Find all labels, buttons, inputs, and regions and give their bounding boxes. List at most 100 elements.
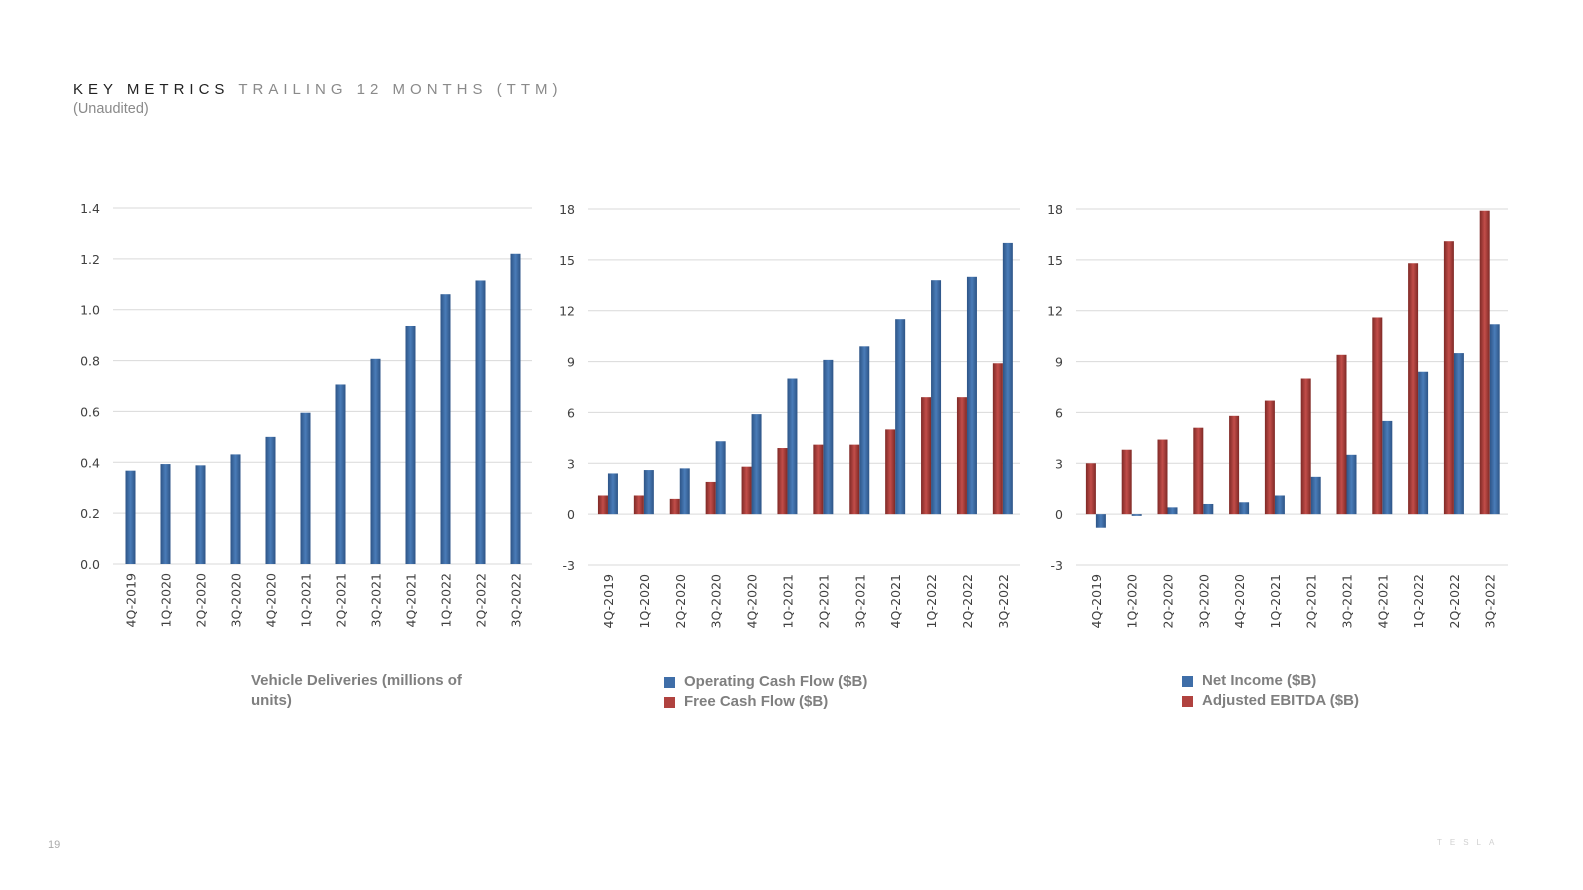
y-tick-label: 0.8 bbox=[80, 354, 100, 369]
bar-net-income-b-2q-2021 bbox=[1310, 476, 1321, 515]
bar-free-cash-flow-b-3q-2020 bbox=[705, 481, 716, 515]
bar-net-income-b-4q-2020 bbox=[1239, 502, 1250, 515]
bar-vehicle-deliveries-millions-of-units-3q-2020 bbox=[230, 454, 241, 564]
y-tick-label: 0.0 bbox=[80, 557, 100, 572]
bar-operating-cash-flow-b-1q-2020 bbox=[643, 470, 654, 515]
x-tick-label: 4Q-2021 bbox=[888, 574, 903, 628]
bar-net-income-b-1q-2022 bbox=[1418, 371, 1429, 515]
bar-net-income-b-3q-2021 bbox=[1346, 454, 1357, 515]
y-tick-label: 0.2 bbox=[80, 506, 100, 521]
x-tick-label: 4Q-2021 bbox=[404, 573, 419, 627]
legend-cash-flow: Operating Cash Flow ($B) Free Cash Flow … bbox=[664, 672, 867, 712]
y-tick-label: 15 bbox=[1047, 253, 1063, 268]
x-tick-label: 2Q-2021 bbox=[1304, 574, 1319, 628]
bar-operating-cash-flow-b-4q-2021 bbox=[895, 319, 906, 515]
x-tick-label: 1Q-2020 bbox=[159, 573, 174, 628]
bar-free-cash-flow-b-3q-2022 bbox=[992, 363, 1003, 515]
bar-free-cash-flow-b-4q-2020 bbox=[741, 466, 752, 515]
y-tick-label: 1.2 bbox=[80, 252, 100, 267]
y-tick-label: 3 bbox=[567, 456, 575, 471]
legend-item-operating-cash-flow: Operating Cash Flow ($B) bbox=[664, 672, 867, 692]
bar-operating-cash-flow-b-2q-2022 bbox=[966, 276, 977, 515]
bar-adjusted-ebitda-b-2q-2021 bbox=[1300, 378, 1311, 515]
bar-net-income-b-1q-2021 bbox=[1274, 495, 1285, 515]
legend-label-free-cash-flow: Free Cash Flow ($B) bbox=[684, 693, 829, 710]
x-tick-label: 2Q-2021 bbox=[334, 573, 349, 627]
y-tick-label: 1.4 bbox=[80, 201, 100, 216]
legend-swatch-red bbox=[1182, 695, 1193, 707]
bar-net-income-b-1q-2020 bbox=[1131, 514, 1142, 516]
bar-adjusted-ebitda-b-4q-2019 bbox=[1085, 463, 1096, 515]
x-tick-label: 1Q-2020 bbox=[1125, 574, 1140, 629]
title-sub: TRAILING 12 MONTHS (TTM) bbox=[238, 81, 563, 98]
x-tick-label: 3Q-2022 bbox=[509, 573, 524, 627]
bar-operating-cash-flow-b-3q-2022 bbox=[1002, 242, 1013, 515]
bar-operating-cash-flow-b-4q-2019 bbox=[607, 473, 618, 515]
bar-free-cash-flow-b-4q-2021 bbox=[885, 429, 896, 515]
legend-vehicle-deliveries: Vehicle Deliveries (millions of units) bbox=[251, 671, 471, 711]
x-tick-label: 3Q-2020 bbox=[1196, 574, 1211, 629]
bar-adjusted-ebitda-b-3q-2022 bbox=[1479, 210, 1490, 515]
bar-adjusted-ebitda-b-1q-2022 bbox=[1408, 263, 1419, 515]
x-tick-label: 1Q-2021 bbox=[780, 574, 795, 628]
y-tick-label: 18 bbox=[559, 202, 575, 217]
bar-operating-cash-flow-b-4q-2020 bbox=[751, 414, 762, 515]
x-tick-label: 3Q-2021 bbox=[852, 574, 867, 628]
x-tick-label: 3Q-2022 bbox=[1483, 574, 1498, 628]
bar-adjusted-ebitda-b-1q-2021 bbox=[1264, 400, 1275, 515]
y-tick-label: 3 bbox=[1055, 456, 1063, 471]
x-tick-label: 1Q-2021 bbox=[299, 573, 314, 627]
legend-label-adjusted-ebitda: Adjusted EBITDA ($B) bbox=[1202, 692, 1359, 709]
y-tick-label: 6 bbox=[1055, 405, 1063, 420]
x-tick-label: 2Q-2020 bbox=[194, 573, 209, 628]
legend-label-net-income: Net Income ($B) bbox=[1202, 672, 1317, 689]
x-tick-label: 3Q-2021 bbox=[1340, 574, 1355, 628]
bar-net-income-b-4q-2021 bbox=[1382, 420, 1393, 515]
x-tick-label: 2Q-2022 bbox=[960, 574, 975, 628]
legend-item-net-income: Net Income ($B) bbox=[1182, 671, 1359, 691]
y-tick-label: -3 bbox=[1051, 558, 1063, 573]
x-tick-label: 4Q-2020 bbox=[745, 574, 760, 629]
bar-net-income-b-2q-2020 bbox=[1167, 507, 1178, 515]
bar-net-income-b-3q-2022 bbox=[1489, 324, 1500, 515]
y-tick-label: 0 bbox=[1055, 507, 1063, 522]
x-tick-label: 1Q-2022 bbox=[924, 574, 939, 628]
x-tick-label: 1Q-2021 bbox=[1268, 574, 1283, 628]
bar-operating-cash-flow-b-2q-2020 bbox=[679, 468, 690, 515]
vehicle-deliveries-chart: 0.0 0.2 0.4 0.6 0.8 1.0 1.2 1.4 4Q-2019 1Q-2020 2Q… bbox=[80, 201, 532, 627]
bar-net-income-b-2q-2022 bbox=[1453, 353, 1464, 515]
bar-net-income-b-3q-2020 bbox=[1203, 503, 1214, 515]
x-tick-label: 2Q-2020 bbox=[673, 574, 688, 629]
x-tick-label: 1Q-2022 bbox=[1411, 574, 1426, 628]
bar-vehicle-deliveries-millions-of-units-3q-2021 bbox=[370, 358, 381, 564]
x-tick-label: 3Q-2020 bbox=[709, 574, 724, 629]
bar-vehicle-deliveries-millions-of-units-2q-2020 bbox=[195, 465, 206, 564]
legend-net-income-ebitda: Net Income ($B) Adjusted EBITDA ($B) bbox=[1182, 671, 1359, 711]
bar-free-cash-flow-b-3q-2021 bbox=[849, 444, 860, 515]
legend-swatch-blue bbox=[664, 676, 675, 688]
y-tick-label: -3 bbox=[563, 558, 575, 573]
x-tick-label: 3Q-2022 bbox=[996, 574, 1011, 628]
bar-free-cash-flow-b-1q-2022 bbox=[921, 397, 932, 515]
bar-free-cash-flow-b-4q-2019 bbox=[597, 495, 608, 515]
bar-free-cash-flow-b-2q-2021 bbox=[813, 444, 824, 515]
x-tick-label: 1Q-2022 bbox=[439, 573, 454, 627]
bar-vehicle-deliveries-millions-of-units-3q-2022 bbox=[510, 253, 521, 564]
bar-adjusted-ebitda-b-2q-2022 bbox=[1443, 241, 1454, 515]
bar-free-cash-flow-b-2q-2022 bbox=[956, 397, 967, 515]
legend-swatch-red bbox=[664, 696, 675, 708]
y-tick-label: 6 bbox=[567, 405, 575, 420]
bar-adjusted-ebitda-b-3q-2020 bbox=[1193, 427, 1204, 515]
bar-adjusted-ebitda-b-2q-2020 bbox=[1157, 439, 1168, 515]
x-tick-label: 4Q-2019 bbox=[124, 573, 139, 628]
y-tick-label: 0 bbox=[567, 507, 575, 522]
x-tick-label: 4Q-2020 bbox=[264, 573, 279, 628]
bar-operating-cash-flow-b-3q-2020 bbox=[715, 441, 726, 515]
x-tick-label: 4Q-2019 bbox=[601, 574, 616, 629]
bar-operating-cash-flow-b-2q-2021 bbox=[823, 359, 834, 515]
y-tick-label: 9 bbox=[1055, 355, 1063, 370]
net-income-ebitda-chart: -3 0 3 6 9 12 15 18 4Q-2019 1Q-2020 2Q-2020 3Q-2020… bbox=[1047, 202, 1508, 628]
bar-vehicle-deliveries-millions-of-units-2q-2021 bbox=[335, 384, 346, 564]
y-tick-label: 9 bbox=[567, 355, 575, 370]
x-tick-label: 4Q-2021 bbox=[1375, 574, 1390, 628]
